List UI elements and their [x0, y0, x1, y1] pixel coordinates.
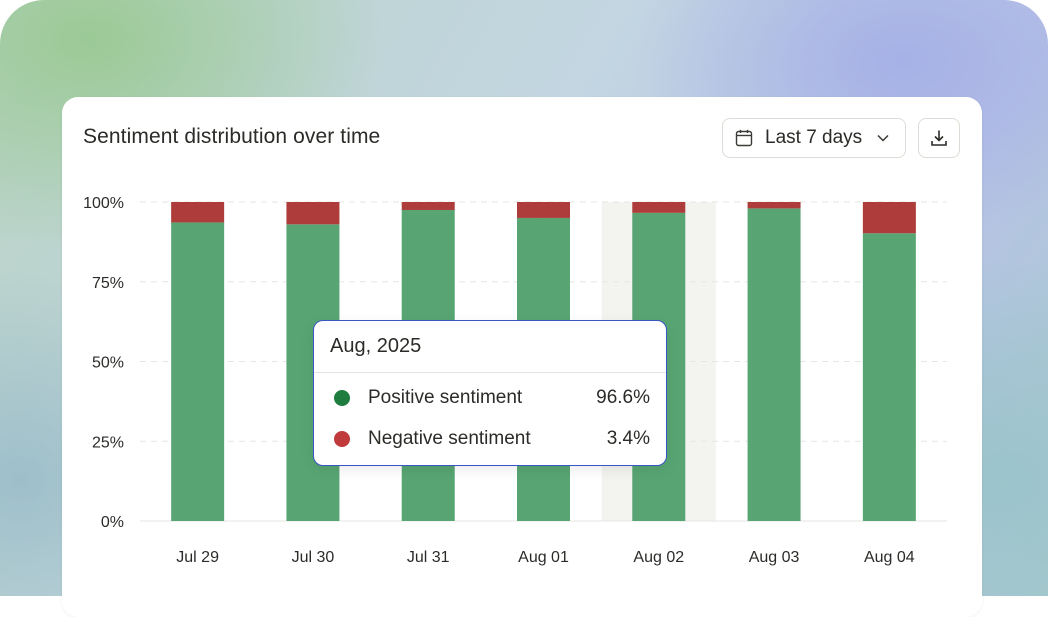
- x-tick-label: Jul 31: [407, 549, 450, 566]
- tooltip-title: Aug, 2025: [330, 335, 422, 357]
- download-button[interactable]: [918, 118, 960, 158]
- x-tick-label: Aug 03: [749, 549, 800, 566]
- bar-positive: [747, 208, 801, 521]
- tooltip-series-value: 96.6%: [596, 387, 650, 408]
- y-tick-label: 0%: [101, 514, 124, 531]
- date-range-label: Last 7 days: [765, 127, 863, 148]
- bar-negative: [747, 202, 801, 209]
- download-icon: [931, 130, 947, 146]
- bar-negative: [632, 202, 686, 213]
- tooltip-series-name: Positive sentiment: [368, 387, 523, 408]
- bar-positive: [171, 222, 225, 521]
- bar-positive: [862, 233, 916, 521]
- bar-negative: [171, 202, 225, 223]
- x-tick-label: Jul 30: [292, 549, 335, 566]
- y-tick-label: 100%: [83, 195, 124, 212]
- x-tick-label: Aug 04: [864, 549, 915, 566]
- bar-negative: [401, 202, 455, 210]
- x-tick-label: Aug 01: [518, 549, 569, 566]
- chart-card: Sentiment distribution over time Last 7 …: [62, 97, 982, 617]
- tooltip-series-name: Negative sentiment: [368, 428, 531, 449]
- chart-tooltip: Aug, 2025 Positive sentiment 96.6% Negat…: [313, 320, 667, 466]
- bar-negative: [286, 202, 340, 225]
- positive-legend-dot: [334, 390, 350, 406]
- negative-legend-dot: [334, 431, 350, 447]
- y-tick-label: 25%: [92, 434, 124, 451]
- tooltip-series-value: 3.4%: [606, 428, 650, 449]
- y-tick-label: 50%: [92, 355, 124, 372]
- x-tick-label: Jul 29: [176, 549, 219, 566]
- bar-negative: [517, 202, 570, 218]
- calendar-icon: [735, 129, 753, 147]
- tooltip-row-positive: Positive sentiment 96.6%: [334, 386, 650, 410]
- tooltip-divider: [314, 372, 666, 373]
- chevron-down-icon: [877, 134, 889, 142]
- x-tick-label: Aug 02: [633, 549, 684, 566]
- date-range-select[interactable]: Last 7 days: [722, 118, 906, 158]
- bar-negative: [862, 202, 916, 234]
- tooltip-row-negative: Negative sentiment 3.4%: [334, 427, 650, 451]
- chart-title: Sentiment distribution over time: [83, 125, 381, 148]
- y-tick-label: 75%: [92, 275, 124, 292]
